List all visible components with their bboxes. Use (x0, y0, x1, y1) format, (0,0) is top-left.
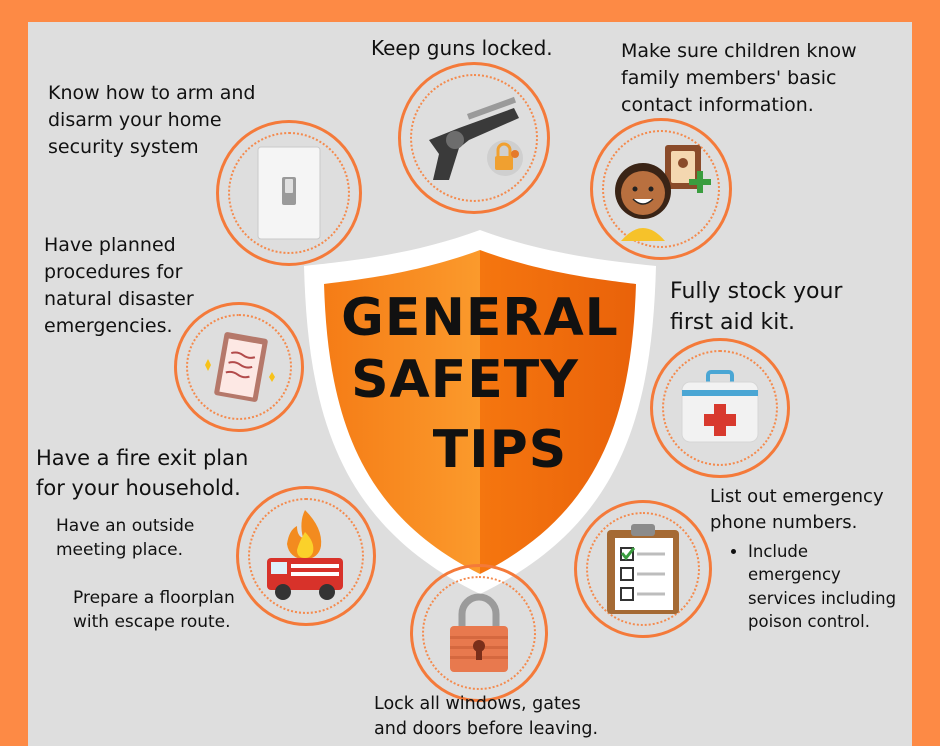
tip-fire-sub-2-line-2: with escape route. (73, 612, 231, 633)
fire-truck-icon (267, 510, 343, 600)
title-line-3: TIPS (432, 420, 568, 480)
circle-security (216, 120, 362, 266)
shield-title: GENERAL SAFETY TIPS (330, 292, 630, 476)
tip-fire-sub-2-line-1: Prepare a floorplan (73, 588, 235, 608)
tip-children: Make sure children know family members' … (621, 38, 857, 119)
tip-children-line-3: contact information. (621, 93, 814, 116)
first-aid-kit-icon (681, 370, 759, 443)
tip-disaster-line-3: natural disaster (44, 287, 194, 310)
tip-fire: Have a fire exit plan for your household… (36, 444, 248, 504)
tip-first-aid: Fully stock your first aid kit. (670, 276, 842, 338)
tip-lock-line-2: and doors before leaving. (374, 718, 599, 739)
shield-graphic (304, 230, 656, 594)
padlock-icon (450, 593, 508, 672)
clipboard-icon (205, 332, 275, 402)
tip-security-line-1: Know how to arm and (48, 82, 256, 104)
child-contact-icon (615, 145, 711, 241)
tip-fire-sub-1-line-1: Have an outside (56, 516, 195, 536)
tip-first-aid-line-1: Fully stock your (670, 279, 843, 304)
tip-fire-sub-1-line-2: meeting place. (56, 540, 183, 561)
circle-phone (574, 500, 712, 638)
tip-security-line-3: security system (48, 135, 199, 158)
tip-lock-line-1: Lock all windows, gates (374, 694, 581, 714)
circle-lock (410, 564, 548, 702)
circle-guns (398, 62, 550, 214)
tip-security: Know how to arm and disarm your home sec… (48, 80, 255, 161)
tip-disaster: Have planned procedures for natural disa… (44, 232, 194, 340)
tip-disaster-line-2: procedures for (44, 260, 183, 283)
tip-phone-line-1: List out emergency (710, 486, 884, 507)
tip-fire-line-2: for your household. (36, 475, 241, 500)
tip-phone-bullet-item: Include emergency services including poi… (748, 540, 896, 634)
tip-phone-bullet-line-1: Include (748, 542, 809, 561)
tip-lock: Lock all windows, gates and doors before… (374, 692, 598, 742)
circle-fire (236, 486, 376, 626)
tip-phone-bullet: Include emergency services including poi… (728, 540, 896, 634)
tip-fire-sub-2: Prepare a floorplan with escape route. (73, 586, 235, 634)
tip-children-line-1: Make sure children know (621, 40, 857, 62)
tip-first-aid-line-2: first aid kit. (670, 310, 796, 336)
tip-children-line-2: family members' basic (621, 66, 837, 89)
tip-security-line-2: disarm your home (48, 108, 222, 131)
checklist-icon (607, 524, 679, 614)
tip-phone-bullet-line-2: emergency (748, 565, 841, 585)
circle-disaster (174, 302, 304, 432)
tip-guns: Keep guns locked. (371, 36, 553, 60)
revolver-icon (429, 96, 523, 180)
tip-phone-line-2: phone numbers. (710, 511, 858, 533)
circle-first-aid (650, 338, 790, 478)
tip-fire-line-1: Have a fire exit plan (36, 446, 249, 470)
tip-phone-bullet-line-4: poison control. (748, 612, 870, 632)
tip-phone: List out emergency phone numbers. (710, 484, 884, 535)
circle-children (590, 118, 732, 260)
tip-disaster-line-4: emergencies. (44, 314, 173, 337)
title-line-2: SAFETY (351, 350, 579, 410)
title-line-1: GENERAL (341, 288, 619, 348)
tip-phone-bullet-line-3: services including (748, 588, 897, 608)
light-switch-icon (257, 146, 321, 240)
tip-fire-sub-1: Have an outside meeting place. (56, 514, 194, 562)
tip-disaster-line-1: Have planned (44, 234, 176, 256)
